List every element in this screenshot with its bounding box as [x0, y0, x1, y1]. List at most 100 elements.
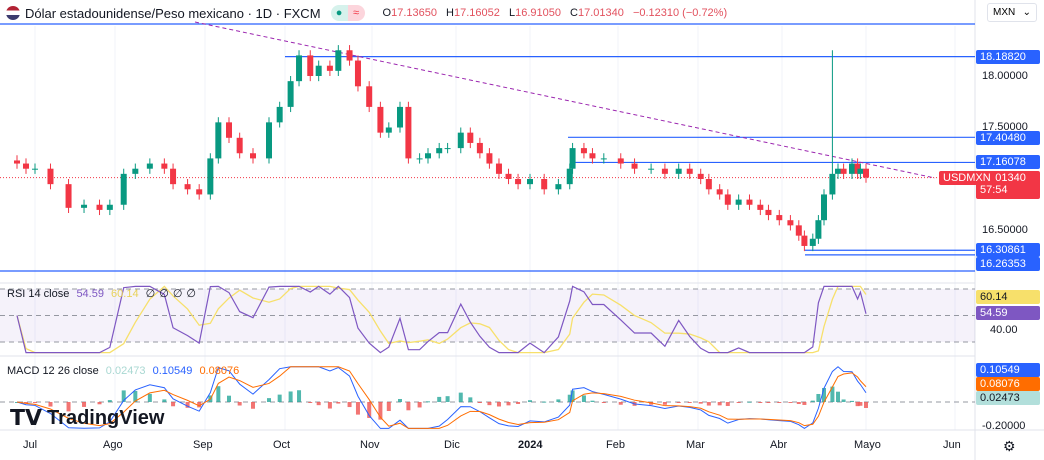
- candle-body: [580, 148, 587, 154]
- candle-body: [795, 225, 802, 236]
- rsi-tick: 40.00: [990, 324, 1018, 336]
- time-tick: Jun: [943, 439, 961, 451]
- candle-body: [132, 168, 139, 174]
- candle-body: [757, 204, 764, 210]
- candle-body: [505, 173, 512, 179]
- macd-histogram-bar: [121, 390, 126, 402]
- tv-logo-icon: 𝗧𝗩: [10, 405, 43, 430]
- candle-body: [829, 173, 836, 195]
- candle-body: [840, 168, 847, 174]
- time-tick: Ago: [103, 439, 123, 451]
- candle-body: [476, 142, 483, 154]
- bar-countdown: 57:54: [980, 184, 1008, 196]
- price-tick: 18.00000: [982, 70, 1028, 82]
- level-tag[interactable]: 17.40480: [976, 131, 1040, 145]
- rsi-legend[interactable]: RSI 14 close 54.59 60.14 ∅ ∅ ∅ ∅: [7, 287, 196, 300]
- macd-histogram-bar: [567, 394, 572, 402]
- candle-body: [661, 168, 668, 174]
- candle-body: [821, 194, 827, 221]
- candle-body: [746, 199, 753, 205]
- macd-histogram-bar: [367, 402, 372, 418]
- candle-body: [486, 153, 493, 164]
- candle-body: [765, 209, 772, 216]
- candle-body: [801, 235, 808, 246]
- time-tick: Dic: [444, 439, 460, 451]
- macd-histogram-bar: [542, 401, 547, 403]
- empty-value: ∅: [159, 288, 169, 300]
- chart-header: Dólar estadounidense/Peso mexicano · 1D …: [6, 5, 727, 21]
- level-tag[interactable]: 16.26353: [976, 257, 1040, 271]
- chevron-down-icon: ⌄: [1022, 7, 1031, 18]
- candle-body: [495, 163, 502, 174]
- candle-body: [467, 132, 474, 143]
- candle-body: [266, 122, 272, 159]
- price-tick: 16.50000: [982, 224, 1028, 236]
- macd-histogram-bar: [417, 402, 422, 408]
- empty-value: ∅: [172, 288, 183, 300]
- candle-body: [857, 168, 864, 174]
- macd-value: 0.10549: [152, 365, 193, 377]
- empty-value: ∅: [145, 288, 156, 300]
- candle-body: [96, 204, 103, 210]
- macd-histogram-bar: [687, 402, 692, 403]
- time-tick: Jul: [23, 439, 38, 451]
- macd-histogram-bar: [810, 400, 815, 402]
- macd-label: MACD 12 26 close: [7, 365, 99, 377]
- candle-body: [809, 238, 816, 246]
- currency-select[interactable]: MXN ⌄: [987, 3, 1037, 22]
- candle-body: [735, 199, 742, 205]
- macd-histogram-bar: [24, 402, 28, 404]
- level-tag[interactable]: 16.30861: [976, 243, 1040, 257]
- macd-histogram-bar: [581, 395, 586, 402]
- candle-body: [405, 106, 412, 159]
- candle-body: [835, 168, 841, 174]
- ohlc-readout: O17.13650 H17.16052 L16.91050 C17.01340 …: [377, 7, 728, 19]
- candle-body: [250, 153, 256, 159]
- level-tag[interactable]: 18.18820: [976, 50, 1040, 64]
- macd-histogram-bar: [850, 400, 854, 402]
- candle-body: [600, 158, 607, 160]
- status-pill[interactable]: ● ≈: [330, 5, 365, 21]
- candle-body: [457, 132, 464, 149]
- settings-icon[interactable]: ⚙: [1003, 438, 1016, 454]
- candle-body: [849, 163, 855, 174]
- candle-body: [287, 81, 294, 107]
- macd-histogram-bar: [717, 402, 722, 406]
- macd-histogram-bar: [97, 402, 102, 405]
- candle-body: [207, 158, 214, 195]
- macd-histogram-bar: [107, 400, 112, 402]
- level-tag[interactable]: 17.16078: [976, 155, 1040, 169]
- macd-histogram-bar: [197, 402, 202, 408]
- macd-histogram-bar: [618, 402, 623, 405]
- low-value: 16.91050: [515, 7, 561, 19]
- macd-histogram-bar: [766, 402, 771, 403]
- trend-line: [194, 21, 936, 179]
- candle-body: [631, 163, 638, 169]
- candle-body: [724, 194, 731, 205]
- symbol-title[interactable]: Dólar estadounidense/Peso mexicano · 1D …: [25, 5, 321, 21]
- close-label: C: [570, 7, 578, 19]
- candle-body: [146, 163, 153, 169]
- macd-histogram-bar: [171, 402, 176, 407]
- candle-body: [366, 86, 373, 107]
- macd-histogram-bar: [830, 386, 835, 402]
- macd-histogram-bar: [556, 399, 561, 402]
- macd-histogram-bar: [855, 402, 860, 407]
- macd-histogram-bar: [747, 401, 752, 403]
- candle-body: [32, 168, 38, 170]
- macd-histogram-bar: [822, 387, 826, 402]
- flag-icon: [6, 6, 20, 20]
- candle-body: [863, 168, 869, 178]
- candle-body: [648, 168, 655, 170]
- candle-body: [385, 127, 392, 133]
- macd-histogram-bar: [601, 402, 606, 403]
- candle-body: [326, 65, 333, 71]
- macd-legend[interactable]: MACD 12 26 close 0.02473 0.10549 0.08076: [7, 365, 239, 377]
- candle-body: [346, 50, 353, 61]
- candle-body: [307, 55, 314, 76]
- macd-histogram-bar: [66, 402, 71, 412]
- macd-histogram-bar: [316, 402, 321, 406]
- candle-body: [184, 184, 191, 190]
